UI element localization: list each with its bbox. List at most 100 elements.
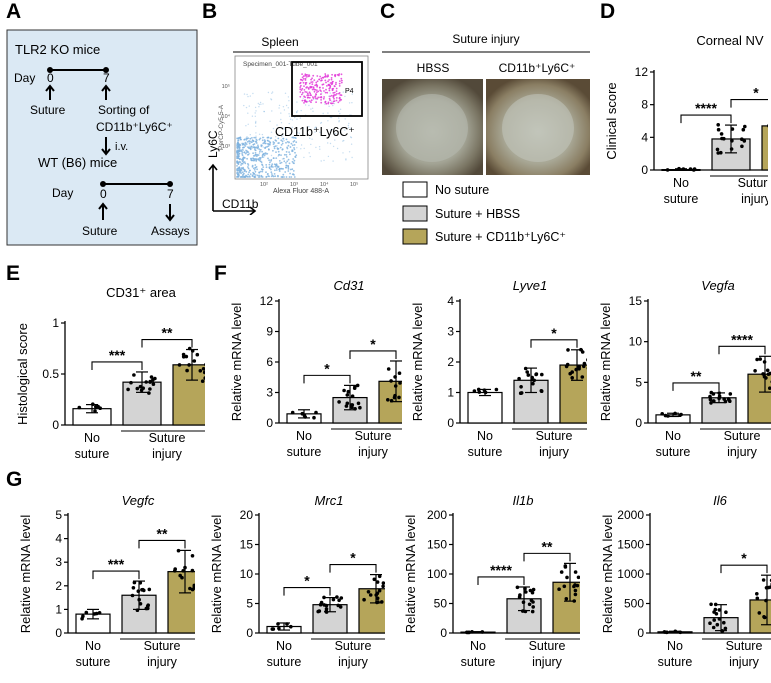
data-point [753, 369, 757, 373]
data-point [350, 394, 355, 398]
cell-dot [308, 104, 310, 107]
cell-dot [255, 135, 257, 137]
iv-label: i.v. [115, 141, 128, 153]
data-point [142, 588, 146, 593]
cell-dot [247, 173, 250, 176]
timeline1-end-dot [103, 67, 109, 73]
cell-dot [347, 126, 350, 129]
data-point [562, 584, 567, 589]
data-point [565, 575, 569, 580]
cell-dot [239, 161, 241, 164]
cell-dot [248, 141, 250, 144]
cell-dot [293, 148, 296, 151]
y-tick-label: 0 [635, 416, 642, 430]
group-label-no-suture: No [477, 429, 493, 443]
cell-dot [247, 123, 249, 126]
data-point [331, 597, 336, 602]
cell-dot [262, 103, 264, 105]
cell-dot [243, 138, 246, 141]
cell-dot [244, 162, 247, 165]
gated-cell-dot [331, 88, 334, 90]
data-point [386, 398, 390, 402]
cell-dot [259, 101, 262, 104]
gated-cell-dot [329, 85, 332, 87]
significance-stars: ** [157, 525, 168, 541]
y-tick-label: 0 [55, 626, 62, 640]
data-point [573, 570, 578, 574]
significance-stars: * [350, 550, 356, 566]
data-point [181, 569, 185, 573]
gated-cell-dot [304, 91, 307, 93]
cell-dot [248, 105, 250, 107]
data-point [289, 624, 293, 629]
data-point [715, 147, 720, 152]
data-point [528, 588, 533, 593]
cell-dot [252, 92, 254, 95]
data-point [358, 405, 362, 410]
significance-bracket [91, 361, 143, 370]
data-point [126, 387, 130, 392]
data-point [366, 590, 371, 594]
cell-dot [252, 152, 254, 155]
cell-dot [248, 147, 251, 150]
data-point [673, 411, 677, 416]
gated-cell-dot [310, 101, 312, 104]
data-point [181, 352, 186, 357]
y-tick-label: 0 [52, 418, 59, 432]
gated-cell-dot [301, 76, 304, 79]
cell-dot [290, 176, 293, 178]
cell-dot [269, 161, 271, 164]
cell-dot [270, 154, 273, 157]
cell-dot [275, 157, 278, 160]
data-point [722, 136, 726, 141]
cell-dot [285, 176, 288, 178]
cell-dot [280, 139, 283, 142]
cell-dot [261, 170, 264, 173]
data-point [148, 387, 152, 391]
y-tick-label: 3 [447, 325, 454, 339]
cell-dot [289, 153, 291, 156]
gated-cell-dot [337, 101, 340, 104]
gated-cell-dot [308, 100, 311, 102]
gated-cell-dot [320, 99, 322, 101]
y-tick-label: 1 [55, 602, 62, 616]
cell-dot [282, 106, 285, 108]
legend-none: No suture [435, 183, 489, 197]
gated-cell-dot [315, 89, 318, 91]
cell-dot [268, 175, 270, 178]
y-tick-label: 0.5 [42, 367, 59, 381]
cell-dot [241, 154, 244, 157]
cell-dot [319, 148, 321, 150]
cell-dot [278, 107, 280, 109]
gated-cell-dot [306, 74, 308, 76]
cell-dot [261, 144, 263, 147]
cell-dot [262, 136, 264, 139]
cell-dot [278, 142, 280, 144]
gated-cell-dot [325, 102, 328, 105]
data-point [135, 608, 140, 612]
cell-dot [348, 102, 351, 104]
cell-dot [277, 165, 280, 168]
data-point [135, 386, 140, 391]
gated-cell-dot [310, 78, 312, 81]
cell-dot [259, 138, 261, 140]
data-point [663, 413, 668, 418]
chart-mrc1: Mrc1 Relative mRNA level 0 5 10 15 20 * * No sutur… [209, 493, 385, 669]
data-point [531, 600, 535, 604]
cell-dot [254, 115, 256, 118]
gated-cell-dot [331, 73, 333, 76]
gated-cell-dot [299, 81, 302, 84]
mouse2-label: WT (B6) mice [38, 155, 117, 170]
bar [559, 364, 587, 424]
flow-x-channel: Alexa Fluor 488-A [273, 188, 329, 195]
flow-x-marker: CD11b [222, 197, 259, 211]
cell-dot [271, 92, 273, 95]
data-point [728, 392, 733, 396]
cell-dot [242, 142, 245, 145]
cell-dot [255, 158, 258, 160]
data-point [177, 363, 182, 367]
panel-label-f: F [214, 262, 227, 285]
cell-dot [289, 146, 292, 148]
gated-cell-dot [340, 77, 343, 80]
gated-cell-dot [304, 83, 307, 86]
